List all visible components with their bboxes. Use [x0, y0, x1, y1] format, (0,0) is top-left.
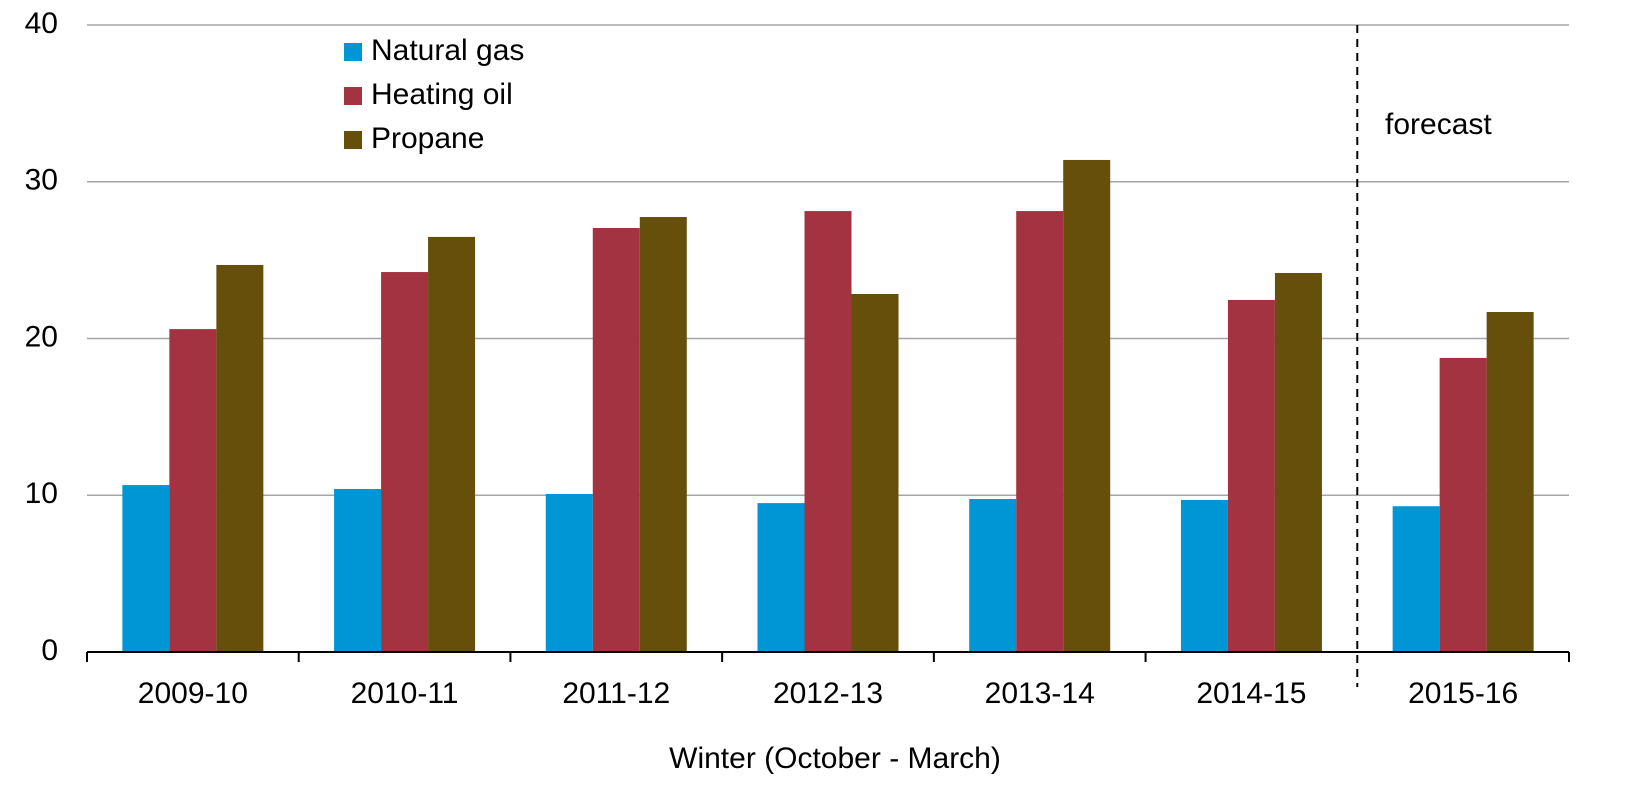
y-tick-label: 0: [41, 634, 58, 667]
x-tick-label: 2015-16: [1408, 677, 1518, 710]
legend-label: Natural gas: [371, 34, 524, 67]
bar: [1392, 506, 1440, 652]
bar: [969, 499, 1017, 652]
bar: [639, 217, 687, 653]
bar: [381, 272, 429, 652]
x-axis-label: Winter (October - March): [669, 742, 1001, 775]
bar: [169, 329, 217, 652]
x-tick-label: 2014-15: [1196, 677, 1306, 710]
bar: [122, 485, 170, 652]
y-tick-label: 30: [25, 164, 58, 197]
legend-label: Propane: [371, 122, 484, 155]
bar: [851, 293, 899, 652]
legend-swatch: [344, 43, 362, 61]
bar: [804, 211, 852, 652]
y-tick-label: 10: [25, 477, 58, 510]
annotation: forecast: [1385, 108, 1492, 141]
bar: [1439, 357, 1487, 652]
bar: [428, 236, 476, 652]
legend-swatch: [344, 131, 362, 149]
legend-label: Heating oil: [371, 78, 513, 111]
legend-swatch: [344, 87, 362, 105]
y-tick-label: 20: [25, 320, 58, 353]
bar: [1063, 159, 1111, 653]
x-tick-label: 2009-10: [138, 677, 248, 710]
bar: [334, 488, 382, 652]
y-tick-label: 40: [25, 7, 58, 40]
x-tick-label: 2011-12: [562, 677, 670, 710]
bar: [1180, 499, 1228, 652]
bar: [1486, 312, 1534, 652]
bar: [1274, 272, 1322, 652]
bar: [1227, 299, 1275, 652]
bar: [545, 493, 593, 652]
x-tick-label: 2010-11: [351, 677, 459, 710]
x-tick-label: 2012-13: [773, 677, 883, 710]
bar: [216, 264, 264, 652]
x-tick-label: 2013-14: [985, 677, 1095, 710]
bar: [1016, 211, 1064, 652]
bar: [757, 503, 805, 652]
bar: [592, 227, 640, 652]
